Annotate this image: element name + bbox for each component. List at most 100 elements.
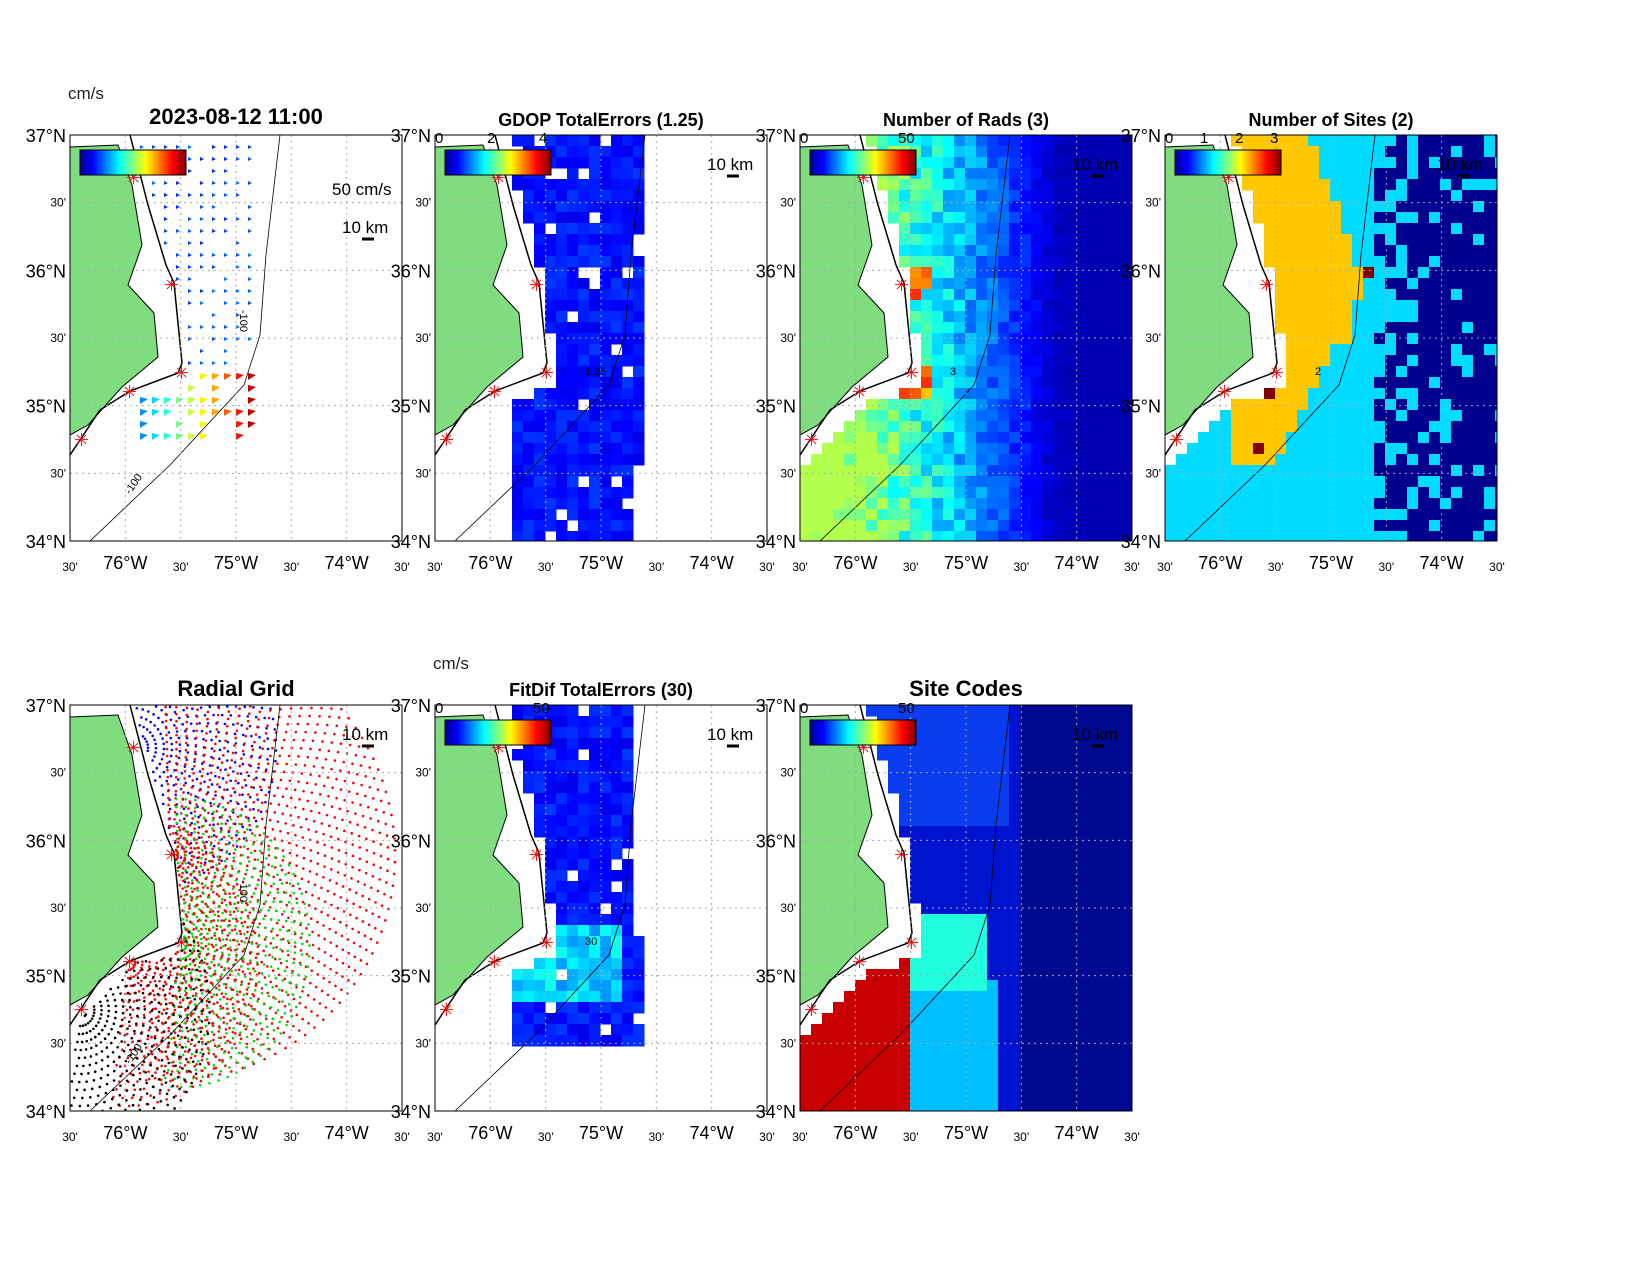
field-cell	[1484, 344, 1496, 356]
radial-grid-point	[305, 940, 309, 943]
radial-grid-point	[173, 710, 177, 714]
radial-grid-point	[165, 754, 169, 758]
field-cell	[1451, 432, 1463, 444]
field-cell	[1440, 190, 1452, 202]
field-cell	[998, 421, 1010, 433]
radial-grid-point	[306, 965, 310, 968]
radial-grid-point	[308, 944, 311, 947]
field-cell	[523, 454, 535, 466]
radial-grid-point	[191, 935, 195, 938]
field-cell	[1495, 157, 1497, 169]
radial-grid-point	[181, 862, 184, 865]
field-cell	[943, 168, 955, 180]
radial-grid-point	[147, 620, 150, 623]
field-cell	[987, 135, 999, 147]
field-cell	[932, 520, 944, 532]
radial-grid-point	[317, 947, 321, 950]
field-cell	[1108, 366, 1120, 378]
radial-grid-point	[190, 786, 194, 789]
radial-grid-point	[199, 1026, 202, 1030]
field-cell	[1418, 377, 1430, 389]
field-cell	[545, 289, 557, 301]
lat-tick-label: 37°N	[26, 126, 66, 146]
field-cell	[1429, 366, 1441, 378]
radial-grid-point	[170, 1070, 174, 1073]
radial-grid-point	[266, 747, 270, 751]
radial-grid-point	[189, 811, 193, 815]
field-cell	[523, 212, 535, 224]
radial-grid-point	[207, 1048, 211, 1052]
radial-grid-point	[190, 1020, 194, 1024]
radial-grid-point	[170, 1001, 174, 1005]
radial-grid-point	[230, 759, 234, 762]
field-cell	[1319, 487, 1331, 499]
radial-grid-point	[125, 1032, 129, 1036]
radial-grid-point	[186, 631, 189, 634]
radial-grid-point	[240, 808, 244, 811]
radial-grid-point	[254, 1023, 258, 1026]
radial-grid-point	[245, 1046, 249, 1049]
radial-grid-point	[243, 932, 246, 936]
radial-grid-point	[202, 936, 206, 939]
radial-grid-point	[237, 714, 240, 718]
radial-grid-point	[347, 965, 351, 969]
field-cell	[1407, 311, 1419, 323]
field-cell	[611, 168, 623, 180]
radial-grid-point	[216, 805, 220, 808]
radial-grid-point	[141, 1022, 145, 1026]
field-cell	[1330, 311, 1342, 323]
radial-grid-point	[145, 973, 148, 976]
field-cell	[910, 267, 922, 279]
radial-grid-point	[302, 699, 305, 702]
radial-grid-point	[137, 635, 140, 638]
radial-grid-point	[281, 859, 285, 862]
radial-grid-point	[243, 705, 247, 709]
field-cell	[987, 179, 999, 191]
radial-grid-point	[231, 1036, 235, 1040]
radial-grid-point	[209, 920, 212, 924]
field-cell	[1130, 476, 1132, 488]
radial-grid-point	[293, 951, 297, 954]
radial-grid-point	[383, 892, 386, 896]
field-cell	[1319, 278, 1331, 290]
radial-grid-point	[320, 822, 324, 825]
current-arrow	[200, 325, 204, 329]
current-arrow	[176, 265, 180, 269]
radial-grid-point	[214, 937, 218, 941]
field-cell	[976, 443, 988, 455]
current-arrow	[176, 277, 180, 281]
radial-grid-point	[246, 847, 250, 851]
radial-grid-point	[185, 1019, 189, 1023]
field-cell	[1031, 212, 1043, 224]
depth-contour-100m	[1184, 135, 1376, 541]
radial-grid-point	[163, 701, 166, 704]
radial-grid-point	[181, 981, 184, 985]
radial-grid-point	[351, 735, 355, 738]
radial-grid-point	[126, 1056, 130, 1060]
field-cell	[1363, 267, 1375, 279]
radial-grid-point	[129, 675, 132, 678]
radial-grid-point	[285, 804, 289, 808]
field-cell	[1484, 278, 1496, 290]
field-cell	[1009, 311, 1021, 323]
current-arrow	[188, 229, 192, 233]
field-cell	[1020, 256, 1032, 268]
field-cell	[1451, 223, 1463, 235]
current-arrow	[164, 241, 168, 245]
field-cell	[1064, 487, 1076, 499]
field-cell	[1374, 465, 1386, 477]
field-cell	[965, 509, 977, 521]
radial-grid-point	[194, 750, 197, 754]
radial-grid-point	[273, 1040, 276, 1043]
radial-grid-point	[178, 1043, 181, 1047]
radial-grid-point	[337, 848, 341, 852]
radial-grid-point	[153, 1034, 157, 1038]
radial-grid-point	[239, 1021, 242, 1024]
radial-grid-point	[174, 839, 177, 843]
radial-grid-point	[279, 1032, 283, 1035]
radial-grid-point	[321, 740, 324, 743]
field-cell	[1097, 190, 1109, 202]
radial-grid-point	[212, 648, 215, 651]
radial-grid-point	[184, 993, 187, 997]
field-cell	[1297, 278, 1309, 290]
